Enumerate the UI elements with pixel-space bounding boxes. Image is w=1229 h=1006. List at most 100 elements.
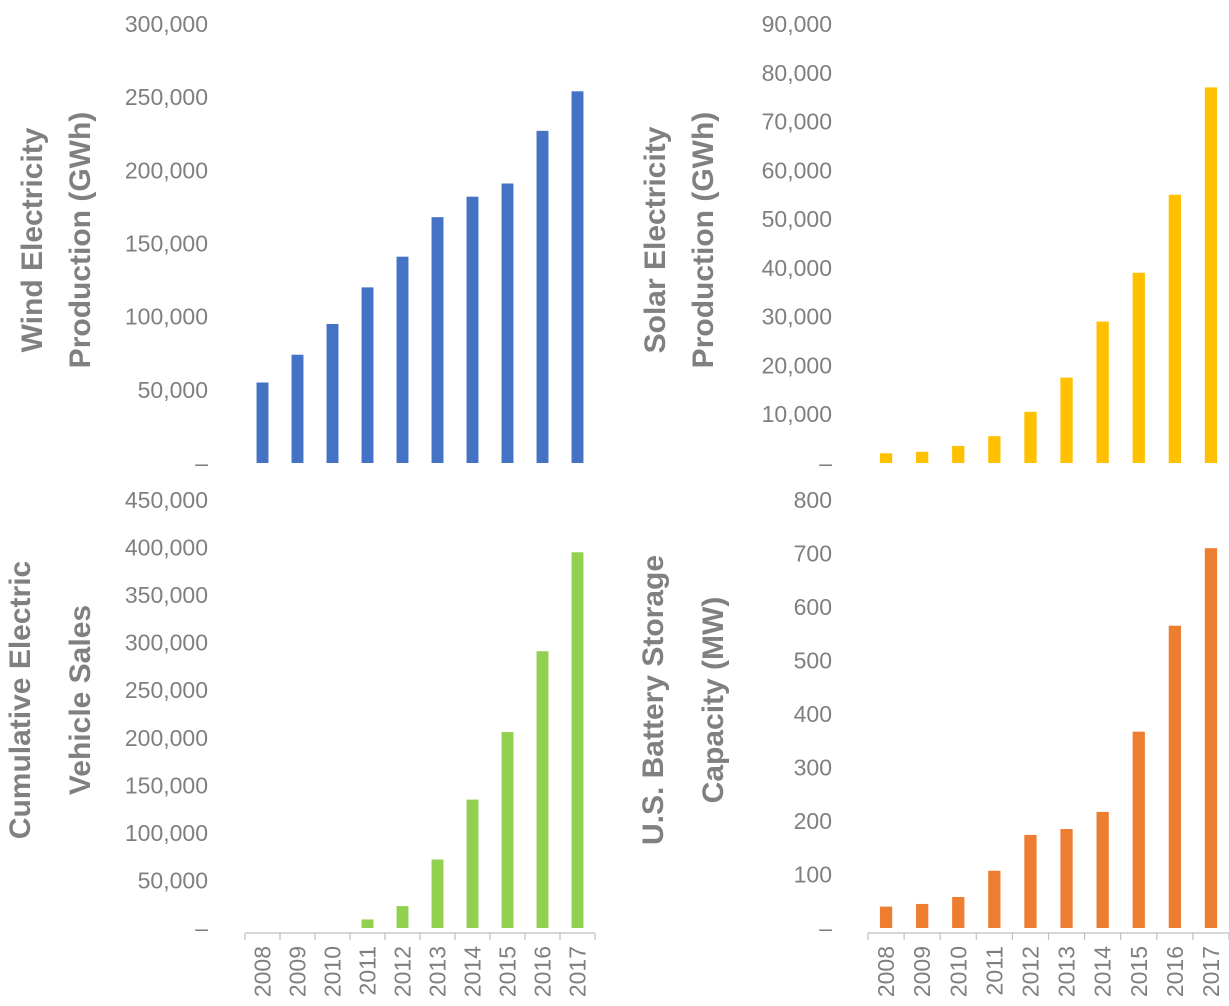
y-axis-title: Production (GWh)	[687, 112, 720, 369]
bar-2014	[1096, 811, 1109, 928]
x-tick-label: 2012	[390, 946, 416, 997]
x-tick-label: 2010	[320, 946, 346, 997]
x-tick-label: 2011	[355, 946, 381, 995]
bar-2012	[396, 906, 409, 928]
y-tick-label: 300	[794, 755, 832, 781]
y-tick-label: –	[195, 450, 208, 476]
bar-2014	[466, 799, 479, 928]
bar-2016	[536, 651, 549, 928]
bar-2017	[571, 91, 584, 464]
y-tick-label: 200,000	[125, 725, 208, 751]
y-axis-title: Wind Electricity	[16, 127, 49, 352]
y-tick-label: 600	[794, 594, 832, 620]
y-tick-label: 50,000	[762, 206, 832, 232]
y-tick-label: 150,000	[125, 772, 208, 798]
bar-2014	[466, 196, 479, 463]
y-tick-label: 350,000	[125, 582, 208, 608]
y-tick-label: 90,000	[762, 11, 832, 37]
bar-2016	[1168, 194, 1181, 463]
y-axis-title: Capacity (MW)	[697, 597, 730, 804]
y-axis-title: U.S. Battery Storage	[637, 555, 670, 845]
bar-2015	[501, 183, 514, 463]
y-axis-title: Production (GWh)	[64, 112, 97, 369]
bar-2012	[1024, 834, 1037, 928]
bar-2013	[1060, 829, 1073, 928]
bar-2015	[501, 732, 514, 928]
y-tick-label: 300,000	[125, 11, 208, 37]
x-tick-label: 2008	[250, 946, 276, 997]
bar-2013	[431, 859, 444, 928]
bar-2008	[879, 453, 893, 463]
bar-2010	[952, 896, 965, 928]
bar-2016	[1168, 625, 1181, 928]
y-tick-label: –	[195, 915, 208, 941]
bar-2013	[1060, 377, 1073, 463]
y-tick-label: 40,000	[762, 255, 832, 281]
bar-2012	[396, 256, 409, 463]
y-tick-label: 200,000	[125, 157, 208, 183]
y-tick-label: 450,000	[125, 487, 208, 513]
bar-2012	[1024, 411, 1037, 463]
y-tick-label: 80,000	[762, 60, 832, 86]
bar-2016	[536, 130, 549, 463]
x-tick-label: 2010	[945, 946, 971, 997]
bar-2013	[431, 217, 444, 463]
y-tick-label: 250,000	[125, 84, 208, 110]
bar-2017	[571, 552, 584, 928]
y-tick-label: 500	[794, 648, 832, 674]
y-tick-label: –	[819, 450, 832, 476]
x-tick-label: 2014	[460, 946, 486, 997]
y-axis-title: Vehicle Sales	[64, 605, 97, 795]
chart-panel-2: – 10,000 20,000 30,000 40,000 50,000 60,000 70,…	[639, 11, 1218, 476]
y-tick-label: 10,000	[762, 401, 832, 427]
x-tick-label: 2009	[909, 946, 935, 997]
bar-2017	[1204, 548, 1218, 928]
bar-2014	[1096, 321, 1109, 463]
x-tick-label: 2008	[873, 946, 899, 997]
y-tick-label: 50,000	[138, 867, 208, 893]
x-tick-label: 2013	[425, 946, 451, 997]
y-axis-title: Cumulative Electric	[4, 561, 37, 839]
y-tick-label: 400,000	[125, 535, 208, 561]
x-tick-label: 2011	[981, 946, 1007, 995]
bar-2017	[1204, 87, 1218, 464]
y-tick-label: 100	[794, 862, 832, 888]
x-tick-label: 2016	[1162, 946, 1188, 997]
chart-panel-1: – 50,000 100,000 150,000 200,000 250,000 300,0…	[16, 11, 584, 476]
bar-2011	[988, 436, 1001, 463]
bar-2008	[879, 906, 893, 928]
chart-panel-4: – 100 200 300 400 500 600 700 800 2008 2009 2010 201…	[637, 487, 1229, 997]
y-tick-label: 70,000	[762, 109, 832, 135]
y-tick-label: 30,000	[762, 304, 832, 330]
y-tick-label: 50,000	[138, 377, 208, 403]
bar-2010	[952, 445, 965, 463]
y-axis-title: Solar Electricity	[639, 126, 672, 353]
bar-2011	[361, 919, 374, 928]
x-tick-label: 2017	[1198, 946, 1224, 997]
x-tick-label: 2015	[1126, 946, 1152, 997]
x-tick-label: 2017	[565, 946, 591, 997]
bar-2009	[291, 354, 304, 463]
x-tick-label: 2014	[1090, 946, 1116, 997]
y-tick-label: 700	[794, 541, 832, 567]
bar-2015	[1132, 731, 1145, 928]
y-tick-label: 100,000	[125, 304, 208, 330]
x-tick-label: 2009	[285, 946, 311, 997]
y-tick-label: 800	[794, 487, 832, 513]
y-tick-label: 300,000	[125, 630, 208, 656]
bar-2010	[326, 323, 339, 463]
y-tick-label: 20,000	[762, 352, 832, 378]
y-tick-label: 150,000	[125, 231, 208, 257]
y-tick-label: 400	[794, 701, 832, 727]
x-tick-label: 2013	[1054, 946, 1080, 997]
x-tick-label: 2012	[1017, 946, 1043, 997]
y-tick-label: 200	[794, 808, 832, 834]
y-tick-label: 250,000	[125, 677, 208, 703]
x-tick-label: 2016	[530, 946, 556, 997]
bar-2011	[988, 870, 1001, 928]
y-tick-label: 60,000	[762, 157, 832, 183]
bar-2011	[361, 287, 374, 463]
bar-2008	[256, 382, 269, 463]
bar-2009	[916, 903, 929, 928]
